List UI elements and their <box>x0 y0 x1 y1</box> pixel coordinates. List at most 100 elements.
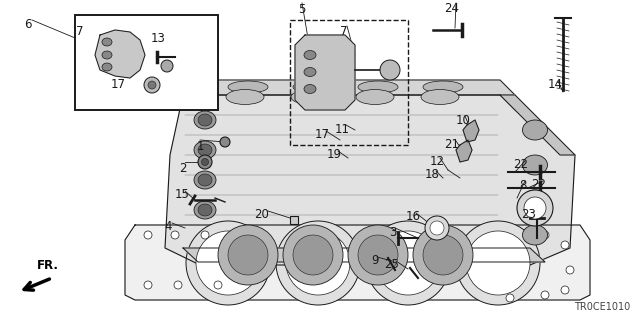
Circle shape <box>413 225 473 285</box>
Circle shape <box>430 221 444 235</box>
Text: 7: 7 <box>340 25 348 38</box>
Bar <box>290 216 298 224</box>
Circle shape <box>201 231 209 239</box>
Polygon shape <box>295 35 355 110</box>
Circle shape <box>144 231 152 239</box>
Circle shape <box>506 294 514 302</box>
Text: 3: 3 <box>389 226 397 239</box>
Ellipse shape <box>304 84 316 93</box>
Ellipse shape <box>304 68 316 76</box>
Text: 25: 25 <box>385 258 399 271</box>
Circle shape <box>286 231 350 295</box>
Text: 1: 1 <box>196 140 204 153</box>
Circle shape <box>541 231 549 239</box>
Ellipse shape <box>198 144 212 156</box>
Text: 11: 11 <box>335 123 349 136</box>
Ellipse shape <box>291 90 329 105</box>
Text: 8: 8 <box>519 179 527 192</box>
Text: 4: 4 <box>164 220 172 233</box>
Circle shape <box>425 216 449 240</box>
Text: 19: 19 <box>326 148 342 161</box>
Ellipse shape <box>102 51 112 59</box>
Polygon shape <box>500 95 575 155</box>
Text: 23: 23 <box>522 208 536 221</box>
Circle shape <box>366 221 450 305</box>
Circle shape <box>171 231 179 239</box>
Circle shape <box>196 231 260 295</box>
Text: 7: 7 <box>76 25 84 38</box>
Ellipse shape <box>198 174 212 186</box>
Circle shape <box>541 291 549 299</box>
Ellipse shape <box>194 201 216 219</box>
Ellipse shape <box>198 204 212 216</box>
Circle shape <box>148 81 156 89</box>
Circle shape <box>376 231 440 295</box>
Circle shape <box>228 235 268 275</box>
Polygon shape <box>183 248 545 262</box>
Ellipse shape <box>198 114 212 126</box>
Circle shape <box>380 60 400 80</box>
Circle shape <box>186 221 270 305</box>
Ellipse shape <box>358 81 398 93</box>
Text: 6: 6 <box>24 18 32 31</box>
Text: 22: 22 <box>513 158 529 171</box>
Ellipse shape <box>228 81 268 93</box>
Bar <box>75 15 218 110</box>
Circle shape <box>214 281 222 289</box>
Circle shape <box>561 241 569 249</box>
Text: 15: 15 <box>175 188 189 201</box>
Text: TR0CE1010: TR0CE1010 <box>573 302 630 312</box>
Circle shape <box>358 235 398 275</box>
Polygon shape <box>183 80 515 95</box>
Ellipse shape <box>194 111 216 129</box>
Circle shape <box>202 158 209 165</box>
Ellipse shape <box>522 155 547 175</box>
Text: 21: 21 <box>445 138 460 151</box>
Circle shape <box>561 286 569 294</box>
Circle shape <box>218 225 278 285</box>
Circle shape <box>220 137 230 147</box>
Text: 22: 22 <box>531 178 547 191</box>
Ellipse shape <box>356 90 394 105</box>
Text: 18: 18 <box>424 168 440 181</box>
Polygon shape <box>456 140 472 162</box>
Ellipse shape <box>522 225 547 245</box>
Ellipse shape <box>304 51 316 60</box>
Text: 5: 5 <box>298 3 306 16</box>
Ellipse shape <box>522 190 547 210</box>
Text: 2: 2 <box>179 162 187 175</box>
Text: 14: 14 <box>547 78 563 91</box>
Circle shape <box>517 190 553 226</box>
Text: 10: 10 <box>456 114 470 127</box>
Circle shape <box>174 281 182 289</box>
Polygon shape <box>165 95 575 265</box>
Ellipse shape <box>522 120 547 140</box>
Polygon shape <box>125 225 590 300</box>
Ellipse shape <box>421 90 459 105</box>
Text: 9: 9 <box>371 254 379 267</box>
Ellipse shape <box>102 63 112 71</box>
Circle shape <box>348 225 408 285</box>
Text: FR.: FR. <box>37 259 59 272</box>
Text: 12: 12 <box>429 155 445 168</box>
Circle shape <box>456 221 540 305</box>
Ellipse shape <box>226 90 264 105</box>
Ellipse shape <box>194 141 216 159</box>
Circle shape <box>231 231 239 239</box>
Circle shape <box>144 77 160 93</box>
Circle shape <box>466 231 530 295</box>
Circle shape <box>524 197 546 219</box>
Ellipse shape <box>423 81 463 93</box>
Circle shape <box>276 221 360 305</box>
Circle shape <box>283 225 343 285</box>
Polygon shape <box>463 120 479 142</box>
Circle shape <box>144 281 152 289</box>
Circle shape <box>423 235 463 275</box>
Bar <box>290 20 408 145</box>
Text: 17: 17 <box>314 128 330 141</box>
Ellipse shape <box>102 38 112 46</box>
Circle shape <box>198 155 212 169</box>
Circle shape <box>293 235 333 275</box>
Circle shape <box>161 60 173 72</box>
Ellipse shape <box>293 81 333 93</box>
